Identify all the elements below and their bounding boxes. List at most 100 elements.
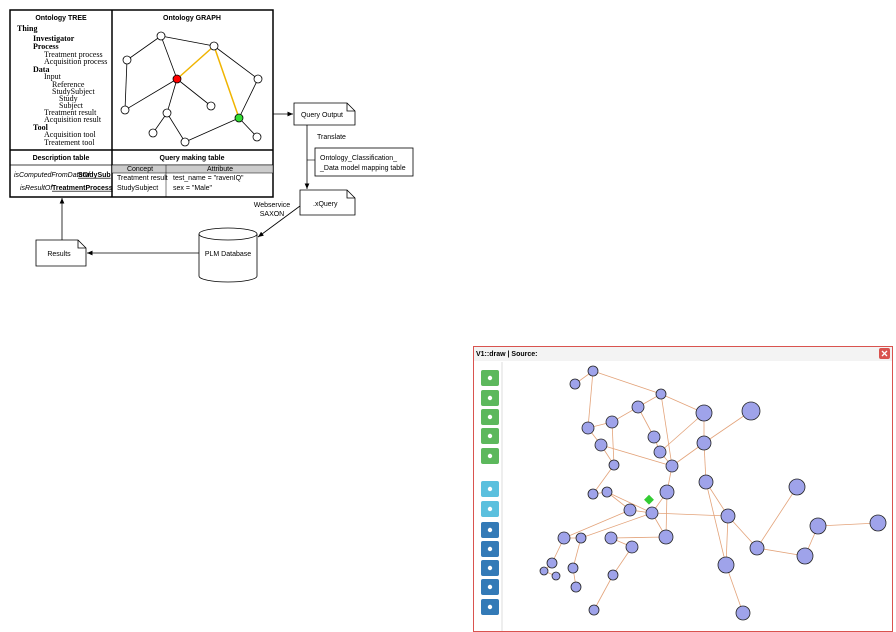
network-node[interactable] <box>698 474 714 490</box>
tool-icon <box>487 604 493 610</box>
graph-edge <box>213 45 259 80</box>
query-cell: sex = "Male" <box>173 185 213 192</box>
network-node[interactable] <box>546 557 558 569</box>
query-cell: test_name = "ravenIQ" <box>173 175 244 182</box>
tool-icon <box>487 565 493 571</box>
network-edge <box>587 370 594 429</box>
tree-item: Data <box>33 65 49 74</box>
network-edge <box>665 491 668 538</box>
tool-icon <box>487 414 493 420</box>
graph-node <box>252 132 262 142</box>
network-edge <box>756 486 798 549</box>
graph-edge <box>176 78 212 107</box>
network-node[interactable] <box>594 438 608 452</box>
tool-icon <box>487 433 493 439</box>
network-node[interactable] <box>608 459 620 471</box>
network-node[interactable] <box>539 566 549 576</box>
network-node[interactable] <box>647 430 661 444</box>
network-node[interactable] <box>607 569 619 581</box>
network-node[interactable] <box>796 547 814 565</box>
tree-item: Subject <box>59 101 84 110</box>
network-node[interactable] <box>695 404 713 422</box>
query-title: Query making table <box>160 155 225 162</box>
network-node[interactable] <box>696 435 712 451</box>
window-title: V1::draw | Source: <box>476 351 537 358</box>
query-header: Concept <box>127 166 153 173</box>
tree-item: Acquisition tool <box>44 130 97 139</box>
network-edge <box>563 509 631 539</box>
network-node[interactable] <box>601 486 613 498</box>
network-node[interactable] <box>581 421 595 435</box>
network-node[interactable] <box>788 478 806 496</box>
description-cell: isComputedFromDataOf <box>14 172 91 179</box>
network-edge <box>600 444 673 467</box>
network-node[interactable] <box>604 531 618 545</box>
tree-item: Acquisition process <box>44 57 107 66</box>
network-node[interactable] <box>569 378 581 390</box>
translate-label: Translate <box>317 134 346 141</box>
network-node[interactable] <box>717 556 735 574</box>
graph-title: Ontology GRAPH <box>163 15 221 22</box>
tool-icon <box>487 486 493 492</box>
network-node[interactable] <box>735 605 751 621</box>
network-node[interactable] <box>665 459 679 473</box>
network-node[interactable] <box>809 517 827 535</box>
network-node[interactable] <box>587 488 599 500</box>
network-node[interactable] <box>588 604 600 616</box>
network-edge <box>610 536 667 539</box>
network-node[interactable] <box>741 401 761 421</box>
selected-node[interactable] <box>644 494 654 505</box>
network-node[interactable] <box>625 540 639 554</box>
tree-item: Investigator <box>33 34 75 43</box>
network-node[interactable] <box>623 503 637 517</box>
graph-edge <box>160 35 215 47</box>
query-header: Attribute <box>207 166 233 173</box>
network-node[interactable] <box>658 529 674 545</box>
network-edge <box>611 421 615 466</box>
graph-edge <box>184 117 240 143</box>
network-edge <box>651 512 729 517</box>
tree-item: StudySubject <box>52 87 95 96</box>
network-node[interactable] <box>567 562 579 574</box>
graph-node <box>180 137 190 147</box>
query-output: Query Output <box>301 112 343 119</box>
network-node[interactable] <box>557 531 571 545</box>
network-edge <box>593 574 614 611</box>
graph-node <box>253 74 263 84</box>
network-node[interactable] <box>570 581 582 593</box>
webservice-label: Webservice <box>254 202 291 209</box>
network-node[interactable] <box>655 388 667 400</box>
network-node[interactable] <box>659 484 675 500</box>
tree-item: Input <box>44 72 62 81</box>
network-node[interactable] <box>653 445 667 459</box>
graph-edge <box>124 78 178 111</box>
tree-item: Treatment result <box>44 108 97 117</box>
database: PLM Database <box>205 251 251 258</box>
network-node[interactable] <box>605 415 619 429</box>
tree-item: Treatement tool <box>44 138 95 147</box>
network-node[interactable] <box>645 506 659 520</box>
tree-item: Study <box>59 94 78 103</box>
webservice-label: SAXON <box>260 211 285 218</box>
network-edge <box>606 491 653 514</box>
mapping-label: Ontology_Classification_ <box>320 155 397 162</box>
network-node[interactable] <box>720 508 736 524</box>
graph-node <box>172 74 182 84</box>
workflow-diagram: Ontology TREE Ontology GRAPH Description… <box>9 9 414 283</box>
tree-item: Process <box>33 42 59 51</box>
network-edge <box>592 370 662 395</box>
network-node[interactable] <box>869 514 887 532</box>
draw-window: V1::draw | Source: <box>473 346 893 632</box>
network-node[interactable] <box>551 571 561 581</box>
network-node[interactable] <box>749 540 765 556</box>
tree-item: Tool <box>33 123 49 132</box>
xquery: .xQuery <box>313 201 338 208</box>
network-node[interactable] <box>631 400 645 414</box>
description-title: Description table <box>33 155 90 162</box>
query-cell: Treatment result <box>117 175 168 182</box>
network-node[interactable] <box>587 365 599 377</box>
network-node[interactable] <box>575 532 587 544</box>
tree-item: Reference <box>52 80 85 89</box>
description-cell: TreatmentProcess <box>52 185 113 192</box>
tool-icon <box>487 395 493 401</box>
